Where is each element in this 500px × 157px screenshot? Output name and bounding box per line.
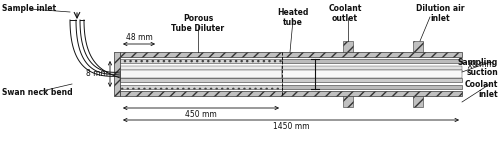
- Bar: [120, 78, 282, 82]
- Bar: [120, 59, 282, 63]
- Bar: [282, 85, 462, 89]
- Bar: [343, 96, 353, 107]
- Bar: [282, 78, 462, 82]
- Text: Coolant
inlet: Coolant inlet: [464, 80, 498, 99]
- Text: Sample inlet: Sample inlet: [2, 4, 56, 13]
- Text: Coolant
outlet: Coolant outlet: [328, 4, 362, 23]
- Bar: [282, 66, 462, 70]
- Bar: [120, 85, 282, 89]
- Bar: [120, 91, 462, 96]
- Bar: [120, 52, 462, 57]
- Text: 48 mm: 48 mm: [126, 33, 152, 42]
- Bar: [343, 41, 353, 52]
- Bar: [413, 96, 423, 107]
- Text: Porous
Tube Diluter: Porous Tube Diluter: [172, 14, 224, 33]
- Bar: [282, 59, 462, 63]
- Bar: [282, 70, 462, 78]
- Bar: [120, 70, 282, 78]
- Bar: [413, 41, 423, 52]
- Bar: [120, 66, 282, 70]
- Text: 1450 mm: 1450 mm: [273, 122, 309, 131]
- Text: 450 mm: 450 mm: [185, 110, 217, 119]
- Text: 8 mm: 8 mm: [472, 60, 494, 69]
- Bar: [114, 52, 120, 96]
- Text: Swan neck bend: Swan neck bend: [2, 88, 72, 97]
- Text: Sampling
suction: Sampling suction: [458, 58, 498, 77]
- Text: Dilution air
inlet: Dilution air inlet: [416, 4, 464, 23]
- Text: 8 mm: 8 mm: [86, 70, 108, 78]
- Text: Heated
tube: Heated tube: [278, 8, 308, 27]
